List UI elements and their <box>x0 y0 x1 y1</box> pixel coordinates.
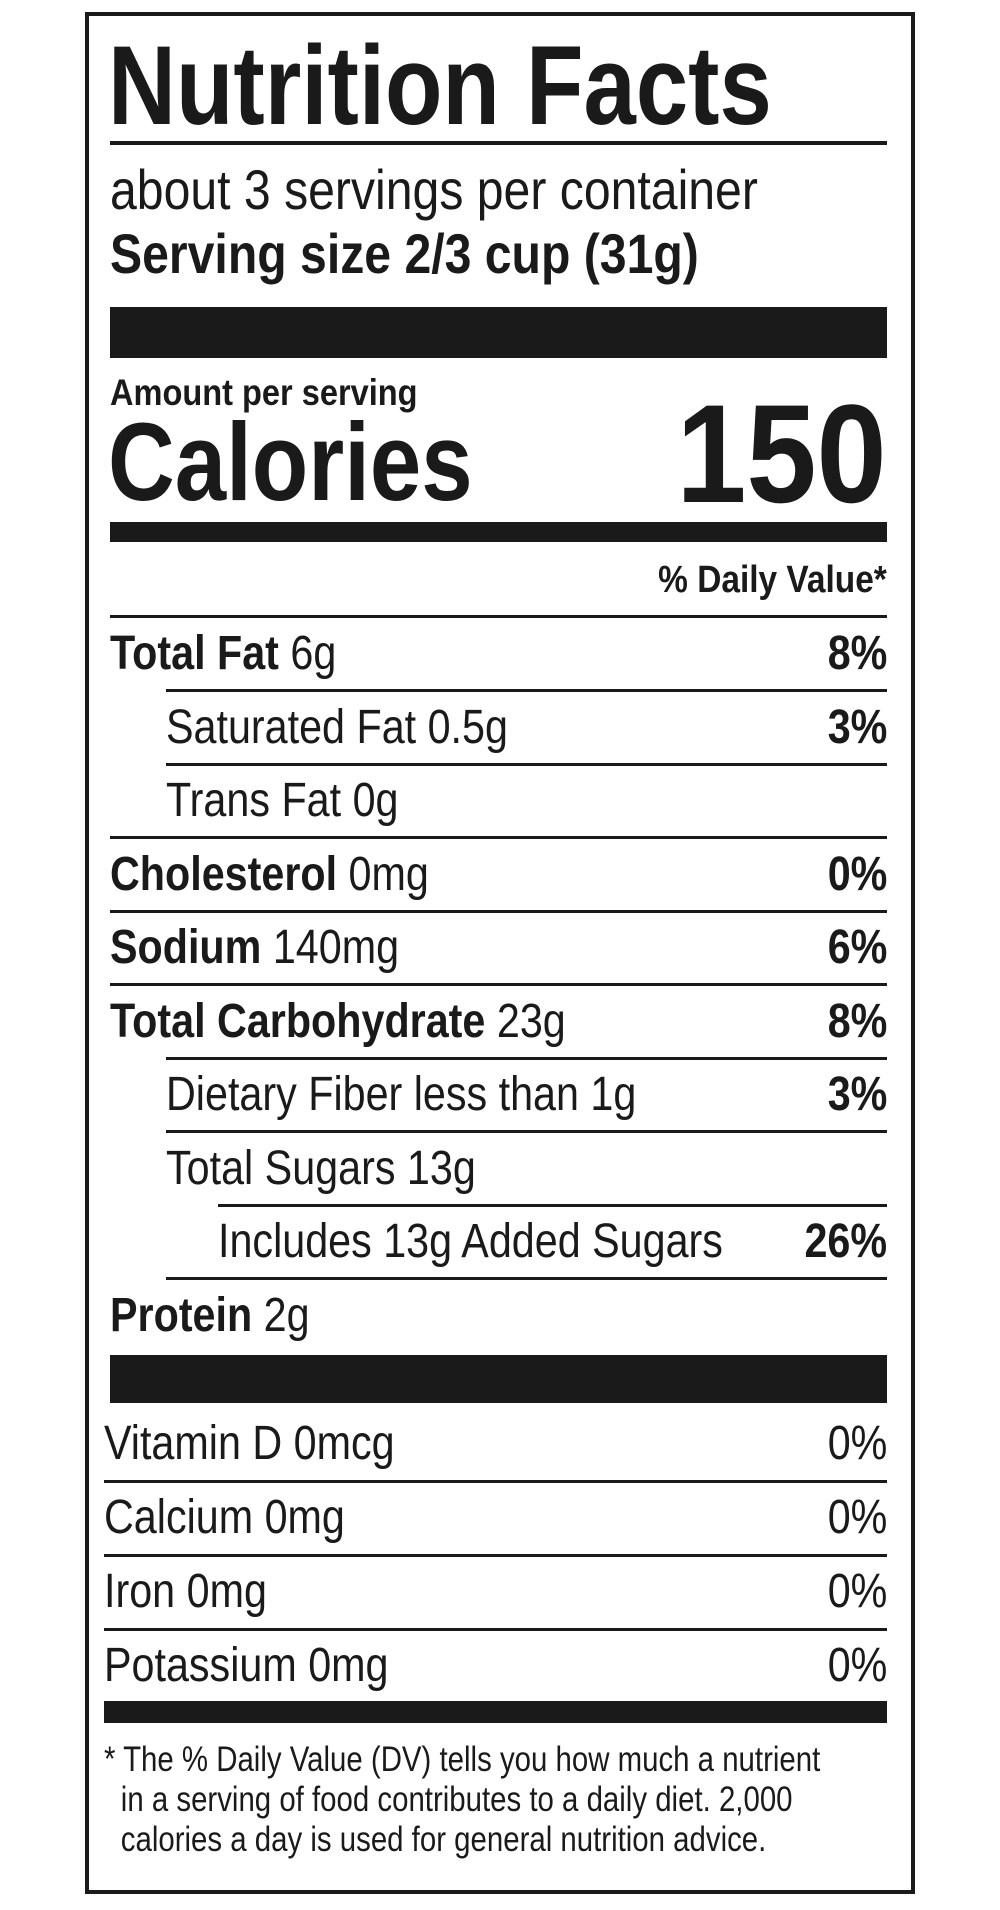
vitamin-row: Iron 0mg 0% <box>104 1556 887 1629</box>
amount-per-serving: Amount per serving <box>110 372 418 413</box>
vitamin-name: Vitamin D <box>104 1417 283 1470</box>
vitamin-label: Calcium 0mg <box>104 1490 345 1545</box>
nutrient-daily-value: 26% <box>804 1215 887 1268</box>
nutrient-amount: 6g <box>290 627 337 680</box>
nutrient-daily-value: 6% <box>827 921 887 974</box>
vitamin-daily-value: 0% <box>827 1565 887 1618</box>
divider <box>104 1554 887 1557</box>
divider <box>166 1130 887 1133</box>
divider <box>166 1277 887 1280</box>
serving-size-label: Serving size <box>110 222 392 285</box>
nutrient-row: Total Carbohydrate 23g 8% <box>110 986 887 1059</box>
vitamin-row: Potassium 0mg 0% <box>104 1630 887 1703</box>
nutrient-amount: less than 1g <box>413 1068 637 1121</box>
footnote: * The % Daily Value (DV) tells you how m… <box>104 1740 820 1860</box>
nutrient-label: Saturated Fat 0.5g <box>166 700 508 755</box>
vitamin-daily-value: 0% <box>827 1491 887 1544</box>
divider <box>104 1628 887 1631</box>
vitamin-daily-value: 0% <box>827 1639 887 1692</box>
thick-divider <box>110 307 887 358</box>
vitamin-name: Calcium <box>104 1491 254 1544</box>
footnote-line: * The % Daily Value (DV) tells you how m… <box>104 1740 821 1779</box>
vitamin-amount: 0mg <box>186 1565 267 1618</box>
nutrient-amount: 140mg <box>272 921 400 974</box>
nutrient-label: Dietary Fiber less than 1g <box>166 1067 636 1122</box>
nutrient-name: Sodium <box>110 921 262 974</box>
vitamin-daily-value: 0% <box>827 1417 887 1470</box>
nutrient-row: Cholesterol 0mg 0% <box>110 839 887 912</box>
nutrient-amount: 0mg <box>348 847 429 901</box>
nutrient-name: Saturated Fat <box>166 700 417 754</box>
nutrient-daily-value: 3% <box>827 700 887 754</box>
nutrient-daily-value: 3% <box>827 1068 887 1121</box>
nutrient-daily-value: 0% <box>827 847 887 901</box>
nutrient-row: Sodium 140mg 6% <box>110 912 887 985</box>
divider <box>110 909 887 913</box>
calories-value: 150 <box>676 375 887 532</box>
calories-label: Calories <box>108 401 473 524</box>
divider <box>110 983 887 986</box>
divider <box>104 1480 887 1483</box>
nutrient-amount: 0g <box>352 774 399 827</box>
divider <box>166 689 887 692</box>
vitamin-amount: 0mg <box>264 1491 345 1544</box>
vitamin-label: Vitamin D 0mcg <box>104 1416 395 1471</box>
nutrient-name: Protein <box>110 1288 253 1342</box>
divider <box>218 1203 887 1207</box>
thick-divider <box>110 1355 887 1403</box>
nutrient-amount: 23g <box>496 994 566 1048</box>
nutrient-row: Trans Fat 0g <box>110 765 887 838</box>
nutrient-label: Trans Fat 0g <box>166 773 398 828</box>
nutrient-label: Total Sugars 13g <box>166 1141 476 1196</box>
nutrient-name: Cholesterol <box>110 847 338 901</box>
medium-divider <box>104 1701 887 1723</box>
vitamin-label: Iron 0mg <box>104 1564 267 1619</box>
vitamin-amount: 0mcg <box>293 1417 395 1470</box>
footnote-line: calories a day is used for general nutri… <box>120 1820 767 1859</box>
medium-divider <box>110 522 887 542</box>
nutrient-label: Total Carbohydrate 23g <box>110 994 566 1049</box>
nutrient-row: Dietary Fiber less than 1g 3% <box>110 1059 887 1132</box>
nutrient-label: Cholesterol 0mg <box>110 847 429 902</box>
nutrient-row: Total Fat 6g 8% <box>110 618 887 691</box>
nutrient-amount: 2g <box>263 1288 310 1342</box>
vitamin-row: Vitamin D 0mcg 0% <box>104 1408 887 1481</box>
nutrient-row: Includes 13g Added Sugars 26% <box>110 1206 887 1279</box>
servings-per-container: about 3 servings per container <box>110 158 758 221</box>
nutrient-name: Total Sugars <box>166 1141 396 1195</box>
nutrient-name: Total Fat <box>110 627 279 680</box>
nutrient-label: Total Fat 6g <box>110 626 336 681</box>
divider <box>166 762 887 766</box>
vitamin-label: Potassium 0mg <box>104 1638 388 1693</box>
label-title: Nutrition Facts <box>108 23 772 148</box>
daily-value-header: % Daily Value* <box>658 559 887 601</box>
nutrient-amount: 13g <box>406 1141 476 1195</box>
nutrient-name: Dietary Fiber <box>166 1068 403 1121</box>
label-border <box>85 12 915 1894</box>
divider <box>110 141 887 145</box>
serving-size: Serving size 2/3 cup (31g) <box>110 222 699 286</box>
nutrient-daily-value: 8% <box>827 627 887 680</box>
nutrient-amount: 0.5g <box>427 700 508 754</box>
nutrient-name: Trans Fat <box>166 774 342 827</box>
vitamin-name: Potassium <box>104 1639 297 1692</box>
vitamin-name: Iron <box>104 1565 176 1618</box>
nutrient-row: Protein 2g <box>110 1280 887 1353</box>
nutrient-row: Total Sugars 13g <box>110 1133 887 1206</box>
footnote-line: in a serving of food contributes to a da… <box>120 1780 793 1819</box>
nutrient-label: Includes 13g Added Sugars <box>218 1214 723 1269</box>
nutrient-row: Saturated Fat 0.5g 3% <box>110 692 887 765</box>
vitamin-row: Calcium 0mg 0% <box>104 1482 887 1555</box>
vitamin-amount: 0mg <box>308 1639 389 1692</box>
divider <box>166 1056 887 1060</box>
nutrient-name: Includes 13g Added Sugars <box>218 1215 723 1268</box>
nutrient-daily-value: 8% <box>827 994 887 1048</box>
nutrient-label: Sodium 140mg <box>110 920 399 975</box>
divider <box>110 615 887 618</box>
serving-size-value: 2/3 cup (31g) <box>404 222 699 285</box>
divider <box>110 836 887 839</box>
nutrient-name: Total Carbohydrate <box>110 994 486 1048</box>
nutrient-label: Protein 2g <box>110 1288 310 1343</box>
